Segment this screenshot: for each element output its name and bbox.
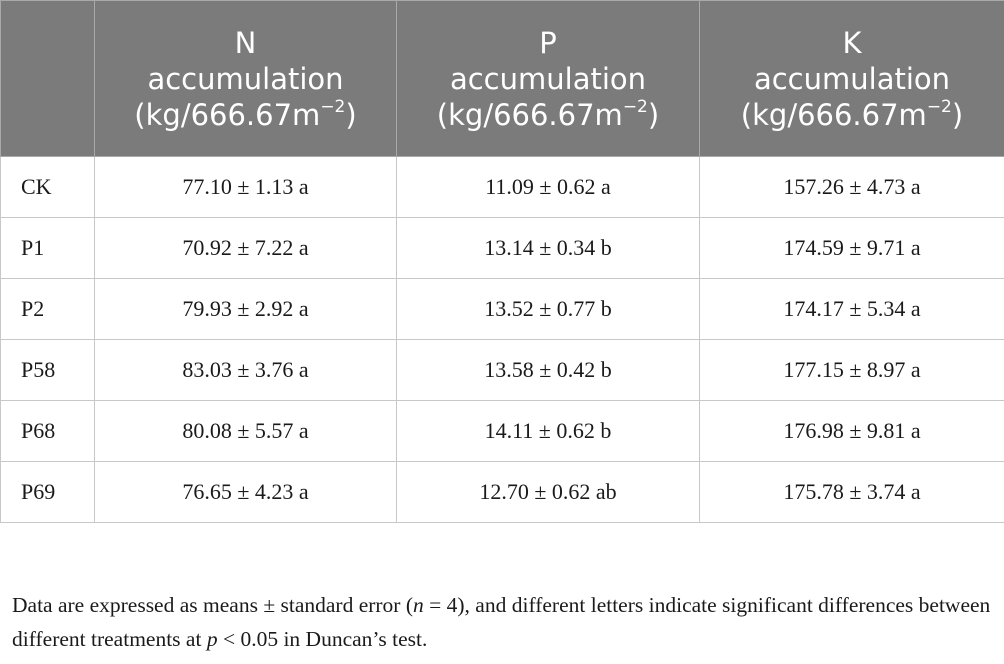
n-value: 70.92 ± 7.22 a (94, 217, 397, 279)
header-n-word: accumulation (147, 61, 344, 96)
p-value: 13.58 ± 0.42 b (396, 339, 700, 401)
p-value: 14.11 ± 0.62 b (396, 400, 700, 462)
n-value: 83.03 ± 3.76 a (94, 339, 397, 401)
header-row: N accumulation (kg/666.67m−2) P accumula… (0, 0, 1004, 157)
table-row: P1 70.92 ± 7.22 a 13.14 ± 0.34 b 174.59 … (0, 217, 1004, 279)
k-value: 174.59 ± 9.71 a (699, 217, 1004, 279)
n-value: 77.10 ± 1.13 a (94, 156, 397, 218)
row-label: P58 (0, 339, 95, 401)
p-value: 12.70 ± 0.62 ab (396, 461, 700, 523)
k-value: 177.15 ± 8.97 a (699, 339, 1004, 401)
header-k-unit: (kg/666.67m−2) (740, 96, 964, 132)
table-footnote: Data are expressed as means ± standard e… (12, 593, 991, 651)
header-k-element: K (842, 25, 862, 60)
accumulation-table: N accumulation (kg/666.67m−2) P accumula… (0, 0, 1004, 523)
k-value: 174.17 ± 5.34 a (699, 278, 1004, 340)
k-value: 157.26 ± 4.73 a (699, 156, 1004, 218)
p-value: 11.09 ± 0.62 a (396, 156, 700, 218)
table-row: P58 83.03 ± 3.76 a 13.58 ± 0.42 b 177.15… (0, 339, 1004, 401)
table-row: P2 79.93 ± 2.92 a 13.52 ± 0.77 b 174.17 … (0, 278, 1004, 340)
k-value: 176.98 ± 9.81 a (699, 400, 1004, 462)
header-cell-k: K accumulation (kg/666.67m−2) (699, 0, 1004, 157)
header-n-element: N (234, 25, 257, 60)
n-value: 80.08 ± 5.57 a (94, 400, 397, 462)
header-cell-n: N accumulation (kg/666.67m−2) (94, 0, 397, 157)
table-header: N accumulation (kg/666.67m−2) P accumula… (0, 0, 1004, 157)
header-p-element: P (539, 25, 557, 60)
n-value: 76.65 ± 4.23 a (94, 461, 397, 523)
table-body: CK 77.10 ± 1.13 a 11.09 ± 0.62 a 157.26 … (0, 156, 1004, 523)
table-row: CK 77.10 ± 1.13 a 11.09 ± 0.62 a 157.26 … (0, 156, 1004, 218)
n-value: 79.93 ± 2.92 a (94, 278, 397, 340)
p-value: 13.14 ± 0.34 b (396, 217, 700, 279)
row-label: P68 (0, 400, 95, 462)
header-p-unit: (kg/666.67m−2) (436, 96, 660, 132)
row-label: P69 (0, 461, 95, 523)
row-label: P2 (0, 278, 95, 340)
p-value: 13.52 ± 0.77 b (396, 278, 700, 340)
header-k-word: accumulation (753, 61, 951, 96)
header-n-unit: (kg/666.67m−2) (134, 96, 357, 132)
header-cell-row-label (0, 0, 95, 157)
header-p-word: accumulation (449, 61, 647, 96)
row-label: CK (0, 156, 95, 218)
k-value: 175.78 ± 3.74 a (699, 461, 1004, 523)
row-label: P1 (0, 217, 95, 279)
table-row: P69 76.65 ± 4.23 a 12.70 ± 0.62 ab 175.7… (0, 461, 1004, 523)
table-row: P68 80.08 ± 5.57 a 14.11 ± 0.62 b 176.98… (0, 400, 1004, 462)
header-cell-p: P accumulation (kg/666.67m−2) (396, 0, 700, 157)
